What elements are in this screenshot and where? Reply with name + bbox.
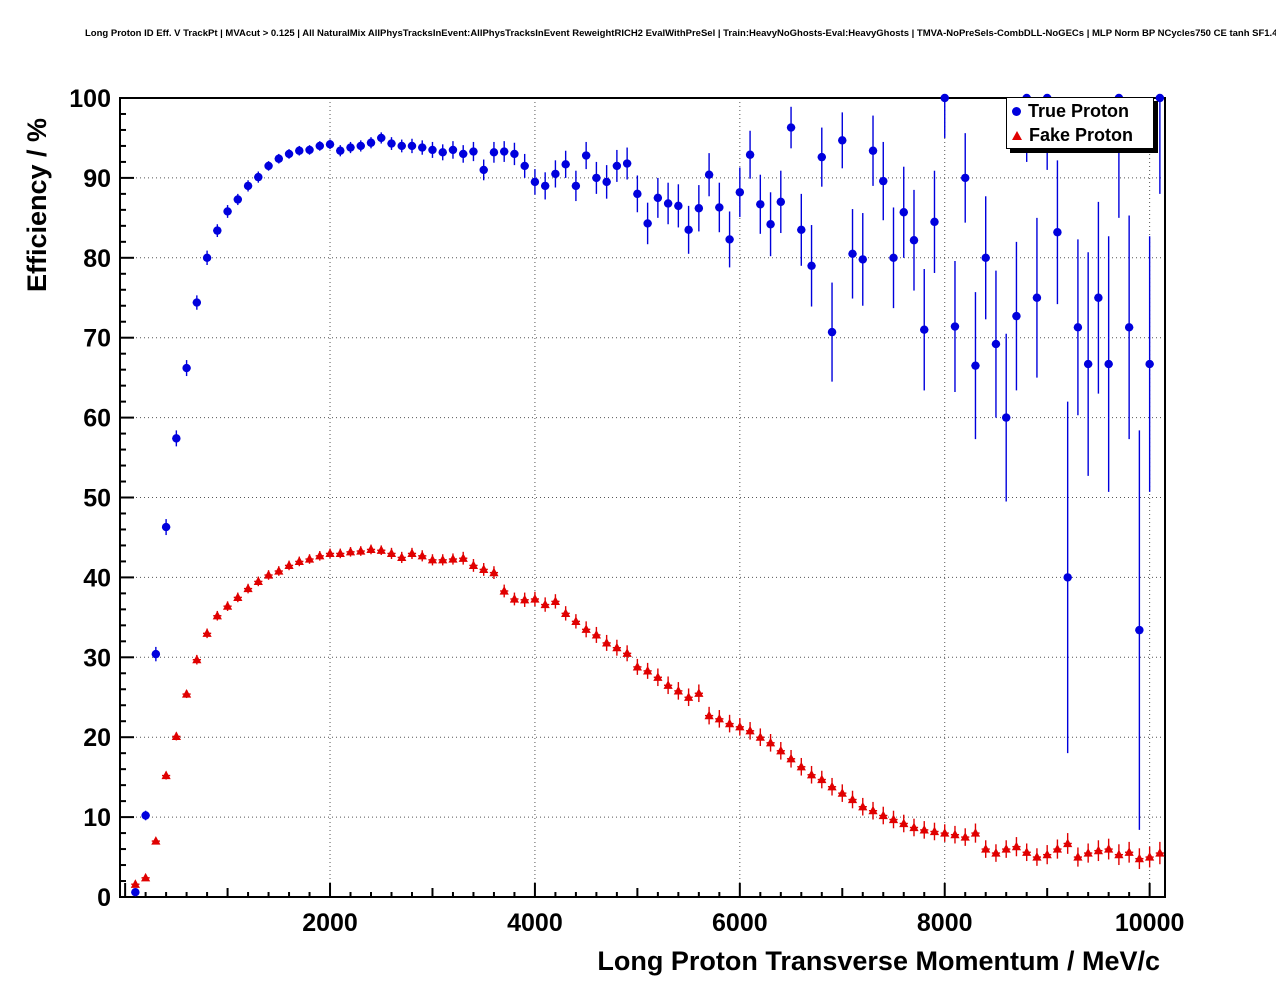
- legend-item-true-proton: True Proton: [1007, 99, 1153, 123]
- x-axis-title: Long Proton Transverse Momentum / MeV/c: [597, 946, 1160, 976]
- legend: True Proton Fake Proton: [1006, 97, 1154, 149]
- svg-text:60: 60: [83, 405, 111, 433]
- svg-text:4000: 4000: [507, 909, 563, 937]
- svg-text:10: 10: [83, 804, 111, 832]
- plot-title: Long Proton ID Eff. V TrackPt | MVAcut >…: [85, 28, 1276, 39]
- gridlines: [120, 98, 1165, 897]
- axis-tick-labels: 2000 4000 6000 8000 10000 0 10 20 30 40 50 60 70 80 90…: [69, 85, 1184, 937]
- svg-text:0: 0: [97, 884, 111, 912]
- svg-text:30: 30: [83, 644, 111, 672]
- svg-text:90: 90: [83, 165, 111, 193]
- legend-label-true-proton: True Proton: [1028, 100, 1130, 121]
- series-true-proton: [131, 93, 1165, 897]
- svg-text:40: 40: [83, 564, 111, 592]
- svg-text:10000: 10000: [1115, 909, 1185, 937]
- svg-text:50: 50: [83, 485, 111, 513]
- svg-text:70: 70: [83, 325, 111, 353]
- svg-text:100: 100: [69, 85, 111, 113]
- legend-label-fake-proton: Fake Proton: [1029, 124, 1134, 145]
- svg-text:2000: 2000: [302, 909, 358, 937]
- svg-text:80: 80: [83, 245, 111, 273]
- svg-text:6000: 6000: [712, 909, 768, 937]
- svg-text:8000: 8000: [917, 909, 973, 937]
- legend-item-fake-proton: Fake Proton: [1007, 123, 1153, 147]
- svg-text:20: 20: [83, 724, 111, 752]
- series-fake-proton: [130, 544, 1165, 888]
- fake-proton-triangle-icon: [1012, 130, 1022, 140]
- axis-ticks: [120, 97, 1151, 898]
- true-proton-circle-icon: [1012, 106, 1021, 116]
